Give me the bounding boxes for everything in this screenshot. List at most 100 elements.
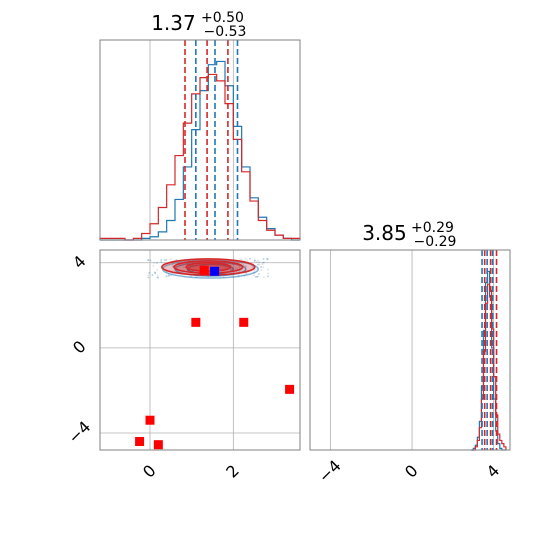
scatter-sample-point (160, 261, 163, 263)
histogram-y-title-value: 3.85 (362, 221, 407, 245)
scatter-sample-point (156, 274, 159, 277)
scatter-sample-point (263, 261, 266, 264)
scatter-sample-point (235, 266, 237, 269)
scatter-sample-point (242, 264, 245, 266)
scatter-sample-point (240, 258, 243, 261)
scatter-red-marker-4 (145, 415, 155, 425)
scatter-sample-point (256, 263, 259, 266)
scatter-sample-point (183, 266, 185, 269)
scatter-y-tick-label: −4 (64, 417, 94, 447)
histogram-y-x-tick-label: 4 (483, 461, 504, 482)
scatter-red-marker-2 (239, 317, 249, 327)
scatter-red-marker-3 (285, 384, 295, 394)
scatter-x-tick-label: 2 (222, 461, 243, 482)
scatter-sample-point (156, 268, 159, 271)
scatter-sample-point (253, 269, 256, 271)
scatter-x-tick-label: 0 (139, 461, 160, 482)
histogram-x-title-value: 1.37 (151, 11, 196, 35)
histogram-x-panel: 1.37 +0.50 −0.53 (99, 7, 301, 241)
scatter-sample-point (244, 258, 247, 260)
scatter-sample-point (152, 265, 155, 267)
scatter-sample-point (236, 267, 239, 270)
scatter-sample-point (190, 275, 193, 278)
scatter-frame (99, 249, 301, 451)
scatter-sample-point (253, 259, 256, 262)
histogram-x-frame (99, 39, 301, 241)
scatter-blue-marker (210, 266, 220, 276)
scatter-sample-point (169, 258, 172, 261)
scatter-sample-point (153, 262, 156, 264)
histogram-y-frame (309, 249, 511, 451)
scatter-sample-point (147, 259, 149, 261)
scatter-sample-point (257, 272, 260, 275)
scatter-red-marker-0 (199, 265, 209, 275)
scatter-sample-point (267, 272, 270, 275)
scatter-red-marker-1 (191, 317, 201, 327)
scatter-sample-point (262, 266, 265, 269)
histogram-y-panel: 3.85 +0.29 −0.29 −4 0 4 (309, 217, 511, 486)
scatter-sample-point (267, 275, 269, 278)
scatter-y-tick-label: 0 (69, 337, 90, 358)
scatter-sample-point (258, 261, 261, 264)
scatter-sample-point (252, 265, 255, 268)
scatter-sample-point (154, 271, 156, 274)
histogram-x-series-b (99, 73, 301, 241)
histogram-y-x-tick-label: −4 (315, 456, 345, 486)
histogram-x-title: 1.37 +0.50 −0.53 (151, 7, 249, 40)
scatter-sample-point (262, 276, 265, 279)
scatter-sample-point (262, 261, 265, 264)
scatter-sample-point (160, 259, 163, 261)
scatter-sample-point (256, 275, 259, 278)
scatter-sample-point (266, 258, 269, 261)
histogram-x-title-upper: +0.50 (201, 10, 244, 26)
scatter-sample-point (163, 259, 166, 261)
histogram-x-title-lower: −0.53 (204, 24, 247, 40)
scatter-sample-point (246, 259, 249, 262)
scatter-sample-point (262, 258, 265, 260)
scatter-sample-point (148, 272, 151, 274)
scatter-sample-point (254, 276, 257, 278)
scatter-sample-point (151, 274, 154, 276)
scatter-sample-point (245, 265, 247, 268)
scatter-sample-point (253, 274, 255, 277)
scatter-sample-point (267, 268, 269, 271)
scatter-sample-point (238, 266, 241, 269)
scatter-sample-point (156, 261, 158, 264)
scatter-sample-point (157, 276, 160, 279)
scatter-sample-point (167, 275, 170, 278)
scatter-red-marker-5 (135, 436, 145, 446)
histogram-y-title-upper: +0.29 (411, 220, 454, 236)
scatter-sample-point (261, 263, 264, 266)
scatter-sample-point (260, 269, 263, 271)
scatter-panel: 0 2 −4 0 4 (64, 249, 301, 482)
scatter-sample-point (260, 266, 263, 268)
scatter-sample-point (255, 261, 258, 263)
histogram-y-x-tick-label: 0 (401, 461, 422, 482)
scatter-sample-point (257, 259, 260, 262)
histogram-y-title: 3.85 +0.29 −0.29 (362, 217, 459, 250)
scatter-sample-point (154, 272, 157, 275)
scatter-sample-point (165, 275, 168, 278)
scatter-sample-point (253, 259, 256, 262)
scatter-sample-point (229, 268, 232, 271)
scatter-sample-point (147, 259, 150, 262)
scatter-sample-point (168, 274, 170, 277)
histogram-y-series-a (471, 270, 506, 451)
scatter-sample-point (258, 263, 261, 266)
histogram-y-series-b (471, 283, 507, 451)
scatter-sample-point (257, 261, 260, 264)
histogram-y-title-lower: −0.29 (414, 234, 457, 250)
scatter-sample-point (165, 259, 168, 261)
scatter-sample-point (256, 275, 259, 278)
scatter-red-marker-6 (153, 440, 163, 450)
scatter-sample-point (156, 276, 159, 279)
scatter-sample-point (266, 257, 268, 260)
scatter-sample-point (249, 257, 251, 260)
scatter-y-tick-label: 4 (69, 252, 90, 273)
scatter-sample-point (147, 274, 149, 277)
scatter-sample-point (147, 276, 150, 279)
scatter-sample-point (149, 259, 152, 262)
scatter-sample-point (253, 260, 256, 263)
scatter-sample-point (245, 272, 248, 274)
